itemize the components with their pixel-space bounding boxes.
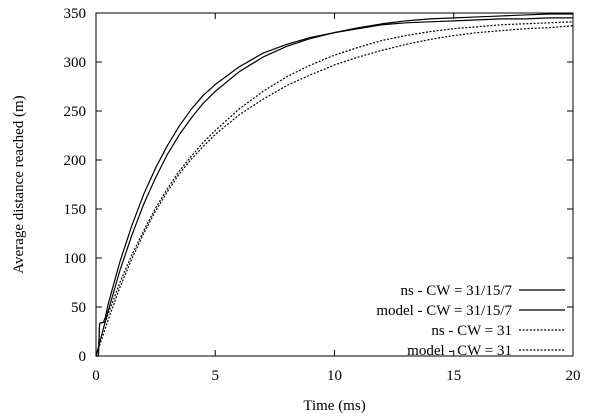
series-line-3 <box>96 21 574 357</box>
legend-label: ns - CW = 31 <box>431 323 512 339</box>
x-tick-label: 15 <box>446 368 461 384</box>
y-tick-label: 50 <box>71 300 86 316</box>
y-tick-label: 250 <box>64 104 87 120</box>
y-tick-label: 0 <box>79 349 87 365</box>
series-line-2 <box>95 13 573 357</box>
y-tick-label: 200 <box>64 153 87 169</box>
x-tick-label: 5 <box>212 368 220 384</box>
x-tick-label: 0 <box>92 368 100 384</box>
legend: ns - CW = 31/15/7 model - CW = 31/15/7 ns … <box>376 283 565 359</box>
y-tick-label: 100 <box>64 251 87 267</box>
y-axis-title: Average distance reached (m) <box>11 95 27 273</box>
x-tick-label: 10 <box>327 368 342 384</box>
x-axis-title: Time (ms) <box>303 398 365 414</box>
legend-label: ns - CW = 31/15/7 <box>400 283 512 299</box>
y-tick-label: 150 <box>64 202 87 218</box>
series-line-4 <box>95 25 574 357</box>
series-line-1 <box>96 17 573 357</box>
legend-label: model - CW = 31/15/7 <box>376 303 512 319</box>
y-tick-label: 300 <box>64 55 87 71</box>
y-tick-label: 350 <box>64 6 87 22</box>
series-lines <box>95 13 574 357</box>
legend-label: model - CW = 31 <box>407 343 512 359</box>
x-tick-label: 20 <box>566 368 581 384</box>
